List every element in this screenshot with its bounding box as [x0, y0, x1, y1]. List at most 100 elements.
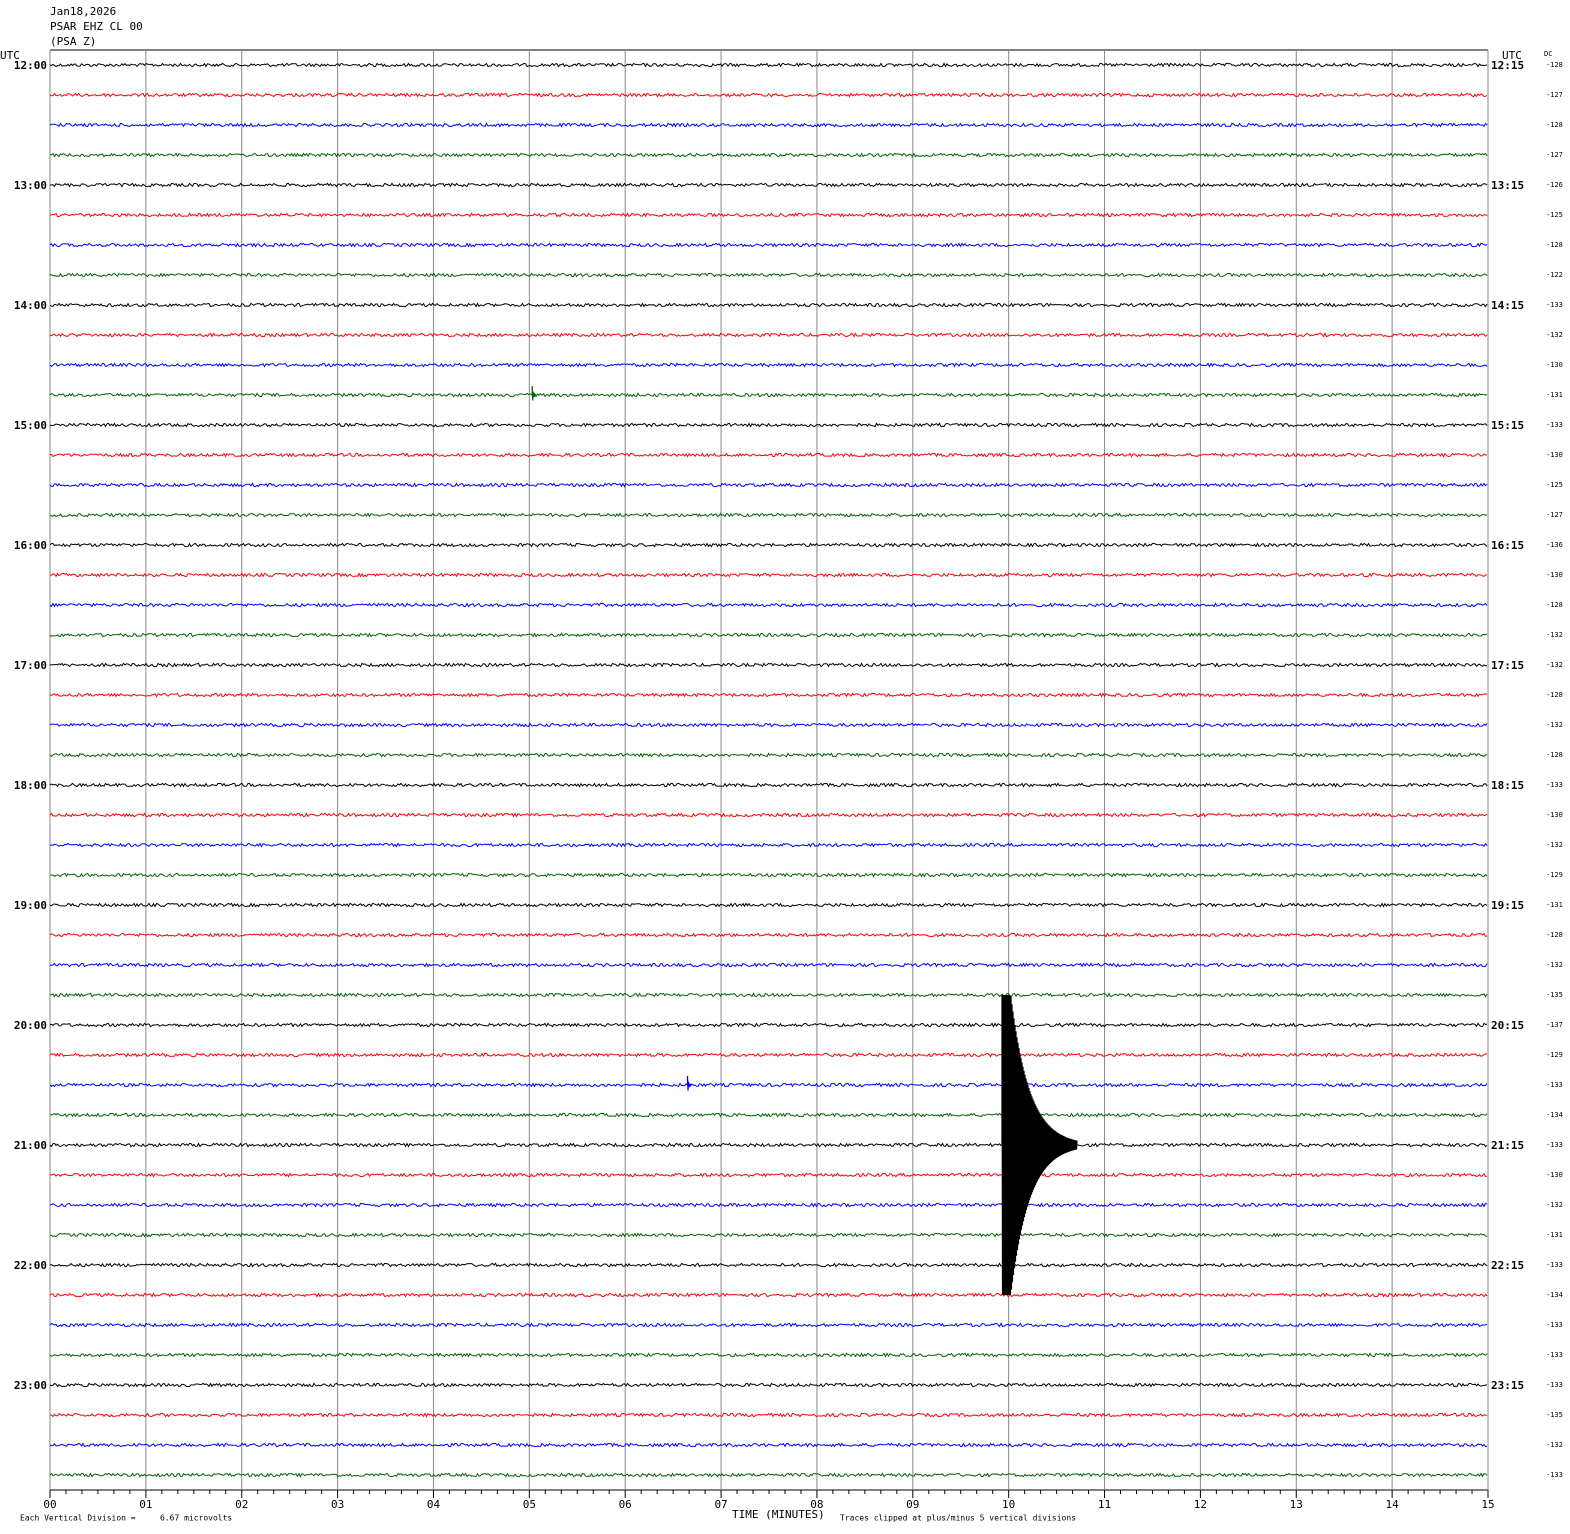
- dc-value: -122: [1546, 271, 1563, 279]
- trace: [49, 1262, 1488, 1268]
- x-tick-label: 00: [43, 1498, 56, 1511]
- trace: [49, 1472, 1488, 1478]
- x-tick-label: 07: [714, 1498, 727, 1511]
- x-tick-label: 04: [427, 1498, 441, 1511]
- trace: [49, 1352, 1488, 1358]
- dc-value: -128: [1546, 931, 1563, 939]
- trace: [49, 632, 1488, 638]
- dc-value: -130: [1546, 811, 1563, 819]
- trace: [49, 422, 1488, 428]
- trace: [49, 392, 1488, 398]
- left-hour-label: 20:00: [14, 1019, 47, 1032]
- dc-value: -133: [1546, 1381, 1563, 1389]
- dc-value: -127: [1546, 151, 1563, 159]
- trace: [50, 1172, 1487, 1178]
- dc-value: -132: [1546, 661, 1563, 669]
- trace: [49, 572, 1488, 578]
- trace: [49, 332, 1488, 338]
- dc-value: -135: [1546, 991, 1563, 999]
- x-tick-label: 08: [810, 1498, 823, 1511]
- clip-text: Traces clipped at plus/minus 5 vertical …: [840, 1514, 1076, 1523]
- dc-value: -128: [1546, 241, 1563, 249]
- trace: [49, 1382, 1488, 1388]
- left-hour-label: 13:00: [14, 179, 47, 192]
- x-tick-label: 09: [906, 1498, 919, 1511]
- trace: [49, 1232, 1488, 1238]
- trace: [49, 1022, 1488, 1028]
- dc-value: -126: [1546, 181, 1563, 189]
- dc-value: -130: [1546, 451, 1563, 459]
- dc-value: -133: [1546, 781, 1563, 789]
- dc-title: DC: [1544, 50, 1552, 58]
- trace: [49, 122, 1488, 128]
- dc-value: -128: [1546, 601, 1563, 609]
- right-hour-label: 13:15: [1491, 179, 1524, 192]
- trace: [49, 92, 1488, 98]
- dc-value: -133: [1546, 1471, 1563, 1479]
- right-axis-title: UTC: [1502, 49, 1522, 62]
- dc-value: -133: [1546, 301, 1563, 309]
- left-hour-label: 21:00: [14, 1139, 47, 1152]
- trace: [50, 1412, 1488, 1418]
- right-hour-label: 12:15: [1491, 59, 1524, 72]
- dc-value: -128: [1546, 61, 1563, 69]
- dc-value: -127: [1546, 91, 1563, 99]
- trace: [49, 362, 1488, 368]
- scale-value: 6.67 microvolts: [160, 1514, 232, 1523]
- right-hour-label: 15:15: [1491, 419, 1524, 432]
- dc-value: -133: [1546, 421, 1563, 429]
- right-hour-label: 22:15: [1491, 1259, 1524, 1272]
- dc-value: -132: [1546, 1441, 1563, 1449]
- dc-value: -132: [1546, 961, 1563, 969]
- x-tick-label: 01: [139, 1498, 152, 1511]
- trace: [49, 1112, 1488, 1118]
- left-hour-label: 19:00: [14, 899, 47, 912]
- trace: [49, 302, 1488, 308]
- trace: [49, 722, 1488, 728]
- dc-value: -130: [1546, 571, 1563, 579]
- left-hour-label: 16:00: [14, 539, 47, 552]
- dc-value: -132: [1546, 1201, 1563, 1209]
- dc-value: -128: [1546, 121, 1563, 129]
- x-tick-label: 03: [331, 1498, 344, 1511]
- right-hour-label: 16:15: [1491, 539, 1524, 552]
- left-hour-label: 23:00: [14, 1379, 47, 1392]
- right-hour-label: 21:15: [1491, 1139, 1524, 1152]
- dc-value: -131: [1546, 391, 1563, 399]
- x-tick-label: 15: [1481, 1498, 1494, 1511]
- dc-value: -125: [1546, 481, 1563, 489]
- dc-value: -128: [1546, 691, 1563, 699]
- left-hour-label: 17:00: [14, 659, 47, 672]
- dc-value: -127: [1546, 511, 1563, 519]
- right-hour-label: 17:15: [1491, 659, 1524, 672]
- dc-value: -132: [1546, 721, 1563, 729]
- trace: [49, 812, 1488, 818]
- trace: [49, 482, 1488, 488]
- trace: [49, 902, 1488, 908]
- trace: [49, 1322, 1488, 1328]
- dc-value: -133: [1546, 1261, 1563, 1269]
- trace: [49, 182, 1488, 188]
- trace: [49, 662, 1488, 668]
- trace: [49, 542, 1488, 548]
- header-line: (PSA Z): [50, 35, 96, 48]
- trace: [49, 1052, 1488, 1058]
- x-tick-label: 13: [1290, 1498, 1303, 1511]
- x-axis-title: TIME (MINUTES): [732, 1508, 825, 1521]
- dc-value: -137: [1546, 1021, 1563, 1029]
- dc-value: -130: [1546, 1171, 1563, 1179]
- trace: [49, 62, 1488, 68]
- trace: [50, 212, 1488, 218]
- event: [686, 1075, 692, 1091]
- header-line: Jan18,2026: [50, 5, 116, 18]
- trace: [49, 932, 1488, 938]
- dc-value: -134: [1546, 1111, 1563, 1119]
- left-hour-label: 18:00: [14, 779, 47, 792]
- scale-text: Each Vertical Division =: [20, 1514, 136, 1523]
- trace: [49, 962, 1488, 968]
- left-hour-label: 22:00: [14, 1259, 47, 1272]
- dc-value: -136: [1546, 541, 1563, 549]
- trace: [49, 602, 1488, 608]
- dc-value: -132: [1546, 631, 1563, 639]
- right-hour-label: 19:15: [1491, 899, 1524, 912]
